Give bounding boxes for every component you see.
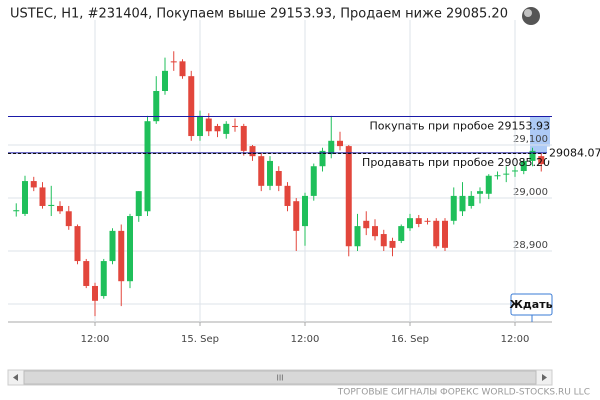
candle-body: [232, 125, 238, 128]
candle-body: [372, 226, 378, 237]
candle-body: [407, 218, 413, 229]
candle-body: [135, 191, 142, 217]
candle-body: [197, 115, 203, 137]
candle-body: [380, 234, 387, 247]
candle-body: [494, 175, 501, 177]
current-price-box: [547, 146, 597, 161]
signal-label: Ждать: [509, 298, 552, 311]
candle-body: [310, 166, 317, 196]
y-tick-label: 29,000: [513, 187, 548, 198]
candle-body: [267, 160, 273, 186]
level-value: 29085.20: [498, 156, 551, 169]
candle-body: [477, 191, 483, 194]
candle-body: [179, 61, 186, 77]
candle-body: [398, 226, 405, 241]
candle-body: [328, 140, 335, 155]
candle-body: [337, 140, 343, 147]
candle-body: [433, 220, 440, 247]
candle-body: [258, 156, 265, 186]
x-tick-label: 12:00: [291, 334, 320, 345]
candle-body: [57, 205, 63, 212]
candle-body: [170, 61, 177, 63]
x-tick-label: 15. Sep: [181, 334, 219, 345]
chart-title: USTEC, H1, #231404, Покупаем выше 29153.…: [10, 7, 508, 22]
candle-body: [162, 70, 168, 91]
candle-body: [205, 118, 212, 132]
candle-body: [109, 230, 116, 262]
candle-body: [39, 187, 46, 206]
x-tick-label: 16. Sep: [391, 334, 429, 345]
candle-body: [188, 76, 195, 137]
candle-body: [503, 173, 510, 175]
candle-body: [118, 230, 125, 282]
candle-body: [240, 125, 247, 151]
svg-text:III: III: [276, 374, 283, 383]
y-tick-label: 28,900: [513, 240, 548, 251]
candle-body: [450, 195, 457, 221]
candle-body: [92, 285, 98, 301]
candle-body: [529, 150, 536, 161]
candle-body: [363, 220, 370, 229]
level-value: 29153.93: [498, 119, 551, 132]
candle-body: [442, 220, 448, 248]
current-price-label: 29084.07: [549, 146, 600, 159]
candle-body: [345, 146, 352, 247]
globe-icon[interactable]: [522, 7, 540, 25]
candle-body: [100, 261, 107, 297]
candle-body: [389, 240, 396, 248]
level-name: Продавать при пробое: [362, 156, 494, 169]
candle-body: [223, 123, 230, 134]
candle-body: [468, 195, 475, 206]
x-tick-label: 12:00: [81, 334, 110, 345]
candle-body: [74, 226, 81, 262]
candle-body: [214, 125, 221, 132]
candle-body: [249, 146, 256, 157]
level-name: Покупать при пробое: [370, 119, 495, 132]
candle-body: [520, 160, 527, 171]
y-tick-label: 29,100: [513, 134, 548, 145]
candle-body: [424, 220, 431, 222]
candle-body: [319, 150, 326, 167]
candle-body: [275, 171, 282, 186]
candle-body: [144, 121, 151, 212]
candle-body: [302, 195, 308, 227]
candle-body: [415, 218, 422, 224]
candle-body: [354, 226, 361, 247]
candle-body: [284, 185, 291, 206]
candle-body: [65, 211, 72, 227]
level-label: Покупать при пробое 29153.93: [370, 119, 550, 132]
candle-body: [538, 156, 545, 165]
candle-body: [127, 216, 133, 282]
candle-body: [83, 261, 90, 286]
candle-body: [293, 201, 300, 231]
level-label: Продавать при пробое 29085.20: [362, 156, 550, 169]
candle-body: [30, 181, 37, 188]
candle-body: [459, 195, 466, 212]
candle-body: [13, 210, 20, 212]
footer: ТОРГОВЫЕ СИГНАЛЫ ФОРЕКС WORLD-STOCKS.RU …: [337, 388, 590, 398]
x-tick-label: 12:00: [501, 334, 530, 345]
scrollbar[interactable]: III: [7, 369, 553, 386]
candle-body: [512, 170, 518, 172]
level-band: [530, 117, 550, 153]
candle-body: [48, 204, 55, 206]
candle-body: [22, 181, 28, 214]
signal-box: [510, 293, 553, 316]
candle-body: [153, 90, 160, 122]
candle-body: [485, 175, 492, 194]
